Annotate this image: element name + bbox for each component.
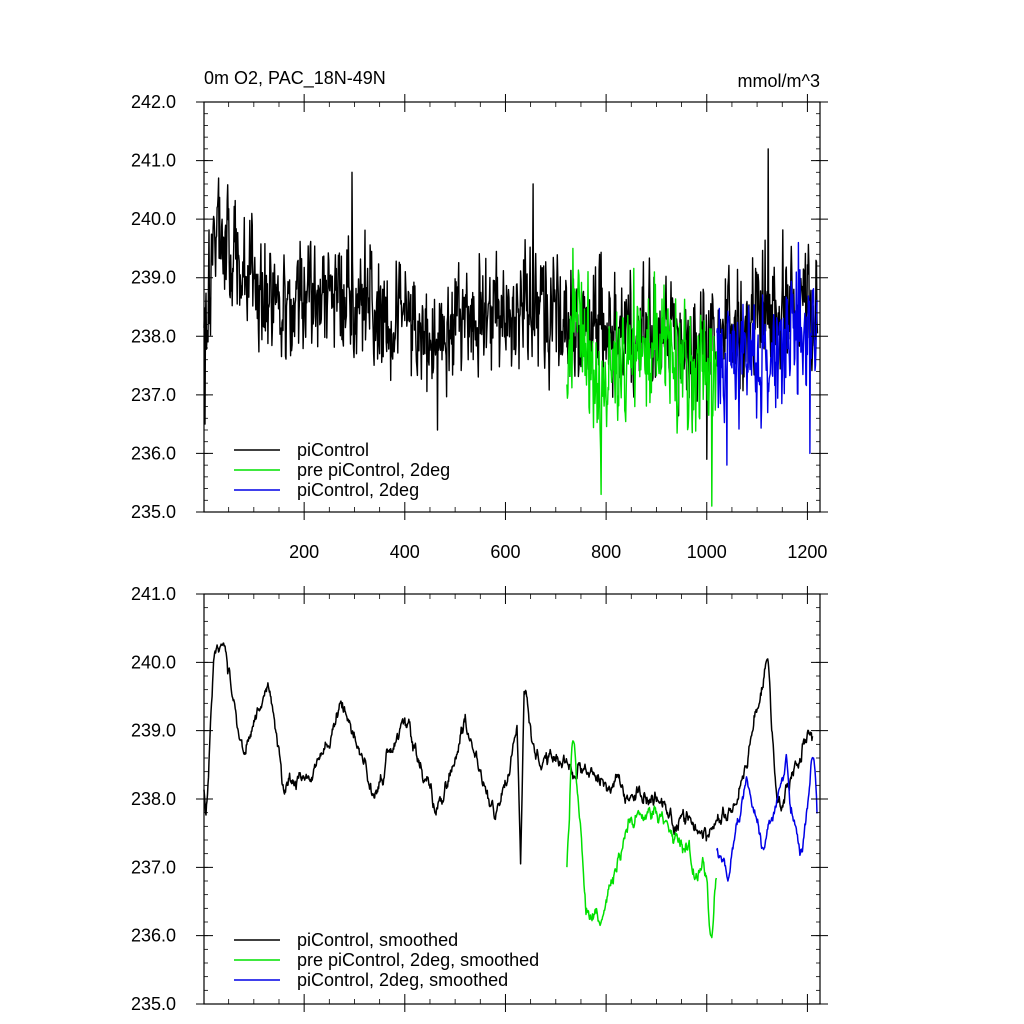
- top-x-tick-label: 200: [289, 542, 319, 562]
- bottom-legend-label-1: piControl, smoothed: [297, 930, 458, 950]
- top-x-tick-label: 800: [591, 542, 621, 562]
- bottom-y-tick-label: 239.0: [131, 721, 176, 741]
- top-plot-frame: [203, 101, 821, 513]
- top-series-line-1: [203, 148, 819, 460]
- top-x-tick-label: 1000: [687, 542, 727, 562]
- top-x-tick-label: 600: [490, 542, 520, 562]
- bottom-panel: 235.0 236.0 237.0 238.0 239.0 240.0 241.0 piCo…: [131, 584, 828, 1014]
- top-y-tick-label: 241.0: [131, 151, 176, 171]
- bottom-y-tick-label: 240.0: [131, 652, 176, 672]
- bottom-y-tick-label: 235.0: [131, 994, 176, 1014]
- top-x-tick-label: 400: [390, 542, 420, 562]
- top-chart-title: 0m O2, PAC_18N-49N: [204, 68, 386, 89]
- bottom-legend-label-3: piControl, 2deg, smoothed: [297, 970, 508, 990]
- top-y-tick-label: 236.0: [131, 443, 176, 463]
- bottom-y-tick-label: 236.0: [131, 926, 176, 946]
- bottom-y-tick-label: 238.0: [131, 789, 176, 809]
- top-legend-label-2: pre piControl, 2deg: [297, 460, 450, 480]
- top-series-line-2: [566, 247, 717, 507]
- bottom-y-tick-label: 241.0: [131, 584, 176, 604]
- bottom-series-group: [203, 642, 818, 939]
- top-y-tick-label: 240.0: [131, 209, 176, 229]
- top-y-tick-label: 235.0: [131, 502, 176, 522]
- bottom-legend-label-2: pre piControl, 2deg, smoothed: [297, 950, 539, 970]
- bottom-series-line-3: [716, 753, 818, 882]
- top-axes-group: 235.0 236.0 237.0 238.0 239.0 240.0 241.0 242.0…: [131, 92, 828, 562]
- top-y-tick-label: 237.0: [131, 385, 176, 405]
- top-y-tick-label: 242.0: [131, 92, 176, 112]
- top-x-tick-label: 1200: [787, 542, 827, 562]
- top-panel: 235.0 236.0 237.0 238.0 239.0 240.0 241.0 242.0…: [131, 68, 828, 562]
- top-series-line-3: [716, 241, 818, 466]
- top-y-tick-label: 239.0: [131, 268, 176, 288]
- top-legend-label-1: piControl: [297, 440, 369, 460]
- top-y-tick-label: 238.0: [131, 326, 176, 346]
- bottom-axes-group: 235.0 236.0 237.0 238.0 239.0 240.0 241.0: [131, 584, 828, 1014]
- top-series-group: [203, 148, 819, 507]
- top-chart-units: mmol/m^3: [738, 71, 820, 91]
- bottom-series-line-1: [203, 642, 814, 865]
- top-legend-label-3: piControl, 2deg: [297, 480, 419, 500]
- bottom-y-tick-label: 237.0: [131, 857, 176, 877]
- bottom-series-line-2: [566, 740, 718, 939]
